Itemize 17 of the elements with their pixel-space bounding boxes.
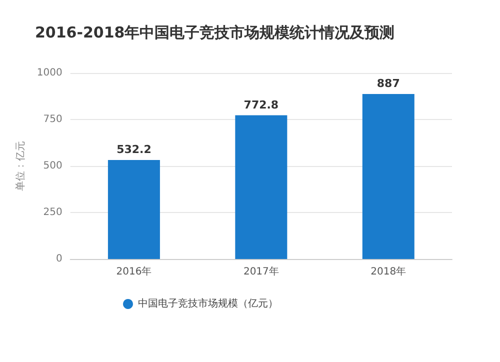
bar [108,160,160,259]
x-tick-label: 2016年 [116,266,152,278]
y-tick-label: 0 [56,254,62,264]
y-axis-title: 单位：亿元 [14,141,26,191]
bar [235,115,288,259]
y-tick-label: 750 [43,114,62,125]
data-label: 887 [376,77,400,90]
legend-label: 中国电子竞技市场规模（亿元） [138,298,278,310]
chart-title: 2016-2018年中国电子竞技市场规模统计情况及预测 [35,24,395,42]
x-tick-label: 2018年 [370,266,406,278]
y-tick-label: 1000 [36,68,62,78]
x-tick-label: 2017年 [243,266,279,278]
y-tick-label: 500 [43,160,62,172]
data-label: 532.2 [116,143,152,156]
data-label: 772.8 [244,98,279,112]
y-tick-label: 250 [43,207,62,218]
bar [362,94,414,259]
